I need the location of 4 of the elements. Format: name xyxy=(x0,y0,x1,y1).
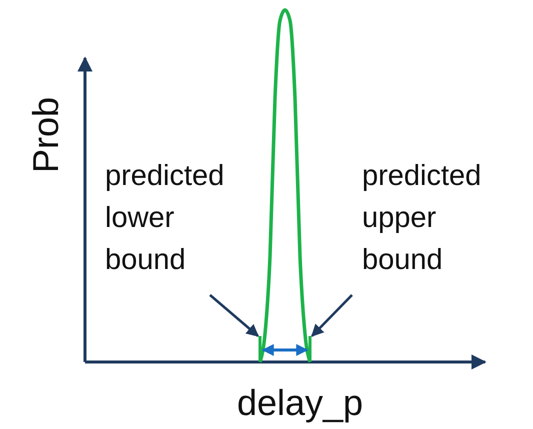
annotation: predicted lower bound xyxy=(105,160,224,276)
y-axis-title: Prob xyxy=(25,96,66,174)
x-axis-title: delay_p xyxy=(236,382,364,423)
annotation: predicted upper bound xyxy=(362,160,482,276)
